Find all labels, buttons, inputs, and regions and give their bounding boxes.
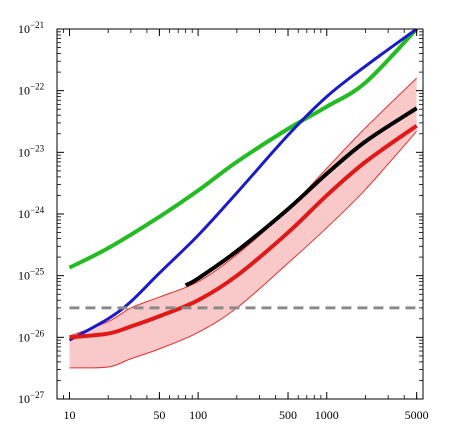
band-fill [69, 78, 417, 368]
y-tick-base: 10 [18, 22, 30, 36]
y-tick-exponent: −23 [30, 143, 45, 153]
y-tick-base: 10 [18, 145, 30, 159]
x-tick-label: 50 [153, 408, 165, 422]
y-tick-exponent: −26 [30, 328, 45, 338]
y-tick-label: 10−22 [18, 82, 44, 98]
red-curve [69, 124, 418, 340]
y-tick-base: 10 [18, 392, 30, 406]
y-tick-exponent: −27 [30, 390, 45, 400]
band-upper-edge [69, 77, 418, 337]
y-tick-label: 10−23 [18, 143, 45, 159]
y-tick-base: 10 [18, 84, 30, 98]
black-curve [184, 106, 418, 288]
x-tick-label: 100 [189, 408, 207, 422]
blue-curve [68, 29, 418, 342]
series-layer [68, 29, 419, 342]
y-tick-exponent: −21 [30, 20, 44, 30]
y-tick-label: 10−25 [18, 267, 45, 283]
x-tick-label: 5000 [405, 408, 429, 422]
y-tick-base: 10 [18, 330, 30, 344]
y-tick-exponent: −24 [30, 205, 45, 215]
x-tick-label: 1000 [315, 408, 339, 422]
y-tick-label: 10−26 [18, 328, 45, 344]
y-tick-exponent: −22 [30, 82, 44, 92]
green-curve [68, 29, 419, 270]
x-tick-label: 500 [279, 408, 297, 422]
y-tick-base: 10 [18, 207, 30, 221]
confidence-band [69, 77, 418, 369]
band-lower-edge [69, 130, 418, 369]
y-tick-base: 10 [18, 269, 30, 283]
y-tick-label: 10−24 [18, 205, 45, 221]
y-tick-exponent: −25 [30, 267, 45, 277]
y-tick-label: 10−27 [18, 390, 45, 406]
x-tick-label: 10 [63, 408, 75, 422]
y-tick-label: 10−21 [18, 20, 44, 36]
